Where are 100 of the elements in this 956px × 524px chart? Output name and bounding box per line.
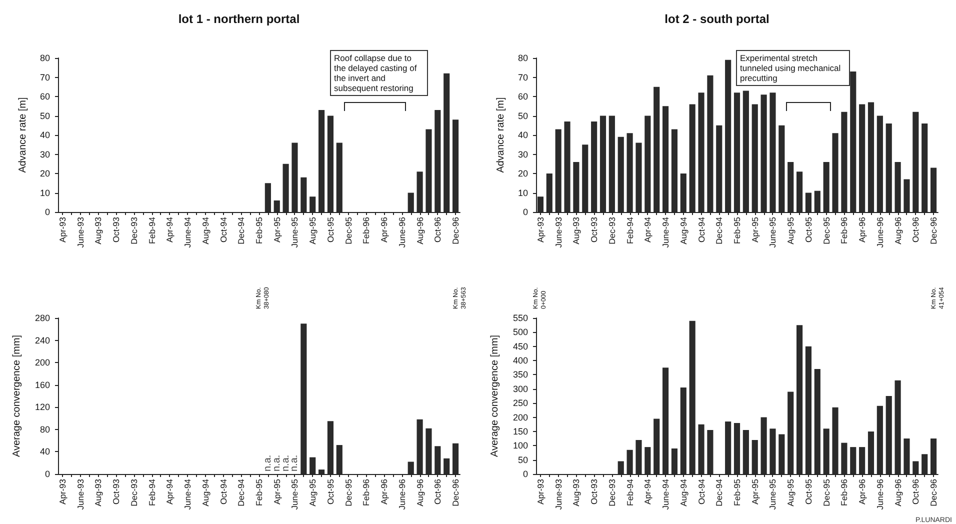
x-tick-label: Oct-95	[803, 216, 814, 243]
y-tick-label: 450	[512, 341, 528, 352]
x-tick-label: June-93	[75, 216, 86, 248]
text: n.a.	[280, 454, 292, 472]
y-tick-label: 10	[40, 188, 50, 198]
x-tick-label: Dec-95	[343, 478, 354, 506]
x-tick-label: Aug-95	[786, 478, 796, 506]
y-tick-label: 280	[34, 313, 50, 323]
y-tick-label: 120	[34, 402, 50, 412]
x-tick-label: Oct-93	[111, 216, 122, 243]
x-tick-label: Apr-93	[57, 216, 68, 243]
y-tick-label: 30	[40, 149, 50, 160]
x-tick-label: Oct-96	[432, 478, 443, 505]
x-tick-label: Aug-93	[93, 216, 104, 244]
x-tick-label: June-95	[768, 478, 778, 510]
y-tick-label: 80	[40, 53, 50, 63]
y-axis-title: Advance rate [m]	[18, 96, 28, 173]
x-tick-label: June-93	[75, 478, 86, 510]
text: n.a.	[271, 454, 282, 472]
y-tick-label: 80	[518, 53, 528, 63]
x-tick-label: Apr-94	[164, 216, 175, 243]
x-tick-label: Feb-95	[732, 216, 742, 244]
y-tick-label: 0	[44, 207, 50, 217]
y-tick-label: 80	[40, 424, 50, 434]
x-tick-label: Dec-93	[606, 216, 617, 244]
x-tick-label: June-96	[874, 478, 885, 510]
x-tick-label: June-94	[660, 478, 671, 510]
x-tick-label: Aug-95	[308, 478, 318, 506]
x-tick-label: Dec-94	[236, 478, 246, 506]
x-tick-label: Dec-95	[821, 216, 832, 244]
y-tick-label: 10	[518, 188, 528, 198]
x-tick-label: Aug-94	[200, 216, 210, 244]
x-tick-label: Oct-94	[218, 478, 228, 505]
x-tick-label: Feb-94	[624, 216, 635, 244]
x-tick-label: June-93	[553, 478, 564, 510]
x-tick-label: Apr-94	[642, 216, 653, 243]
x-tick-label: Apr-95	[272, 478, 282, 505]
x-tick-label: Oct-95	[325, 478, 336, 505]
x-tick-label: Apr-95	[272, 216, 282, 243]
y-tick-label: 40	[40, 130, 50, 140]
x-tick-label: Feb-96	[361, 216, 372, 244]
x-tick-label: Dec-94	[236, 216, 246, 244]
x-tick-label: Feb-96	[839, 216, 850, 244]
x-tick-label: Apr-93	[535, 478, 546, 505]
x-tick-label: Aug-95	[308, 216, 318, 244]
x-tick-label: June-93	[553, 216, 564, 248]
x-tick-label: Dec-96	[928, 478, 939, 506]
x-tick-label: Aug-93	[93, 478, 104, 506]
x-tick-label: June-96	[396, 216, 407, 248]
x-tick-label: Apr-94	[164, 478, 175, 505]
x-tick-label: June-94	[182, 216, 193, 248]
y-tick-label: 0	[44, 469, 50, 479]
y-tick-label: 40	[40, 446, 50, 457]
chart-title: lot 1 - northern portal	[178, 12, 300, 26]
y-axis-title: Average convergence [mm]	[490, 334, 500, 458]
x-tick-label: Aug-93	[571, 478, 582, 506]
y-tick-label: 30	[518, 149, 528, 160]
x-tick-label: Feb-96	[839, 478, 850, 506]
callout-box: Roof collapse due to the delayed casting of the invert and subsequent restoring	[330, 50, 428, 96]
x-tick-label: Feb-94	[146, 478, 157, 506]
chart-title: lot 2 - south portal	[664, 12, 770, 26]
x-tick-label: Dec-95	[821, 478, 832, 506]
y-tick-label: 100	[512, 440, 528, 451]
x-tick-label: June-94	[660, 216, 671, 248]
y-tick-label: 200	[512, 412, 528, 422]
x-tick-label: Oct-96	[910, 216, 921, 243]
y-axis-title: Average convergence [mm]	[12, 334, 22, 458]
x-tick-label: Aug-96	[892, 478, 903, 506]
x-tick-label: Feb-95	[254, 478, 264, 506]
x-tick-label: Feb-94	[146, 216, 157, 244]
x-tick-label: Oct-93	[589, 216, 600, 243]
x-tick-label: Aug-96	[414, 478, 425, 506]
x-tick-label: June-95	[290, 216, 300, 248]
text: n.a.	[262, 454, 274, 472]
x-tick-label: Feb-96	[361, 478, 372, 506]
x-tick-label: Apr-96	[379, 216, 390, 243]
y-tick-label: 50	[40, 110, 50, 121]
x-tick-label: Dec-94	[714, 478, 724, 506]
y-tick-label: 300	[512, 384, 528, 394]
x-tick-label: Apr-93	[535, 216, 546, 243]
y-tick-label: 250	[512, 398, 528, 408]
x-tick-label: Feb-94	[624, 478, 635, 506]
y-tick-label: 60	[518, 92, 528, 102]
y-tick-label: 200	[34, 358, 50, 368]
x-tick-label: Apr-96	[857, 216, 868, 243]
x-tick-label: June-95	[290, 478, 300, 510]
y-tick-label: 50	[518, 110, 528, 121]
x-tick-label: Oct-93	[589, 478, 600, 505]
x-tick-label: Aug-94	[678, 478, 688, 506]
x-tick-label: Dec-96	[928, 216, 939, 244]
y-tick-label: 40	[518, 130, 528, 140]
x-tick-label: Feb-95	[254, 216, 264, 244]
x-tick-label: Aug-94	[678, 216, 688, 244]
x-tick-label: Oct-95	[325, 216, 336, 243]
x-tick-label: Oct-93	[111, 478, 122, 505]
x-tick-label: Oct-96	[910, 478, 921, 505]
x-tick-label: Apr-93	[57, 478, 68, 505]
x-tick-label: Apr-95	[750, 478, 760, 505]
y-tick-label: 70	[518, 72, 528, 82]
x-tick-label: Apr-95	[750, 216, 760, 243]
